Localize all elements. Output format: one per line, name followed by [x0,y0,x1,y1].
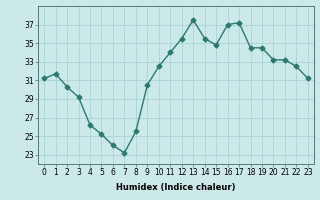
X-axis label: Humidex (Indice chaleur): Humidex (Indice chaleur) [116,183,236,192]
